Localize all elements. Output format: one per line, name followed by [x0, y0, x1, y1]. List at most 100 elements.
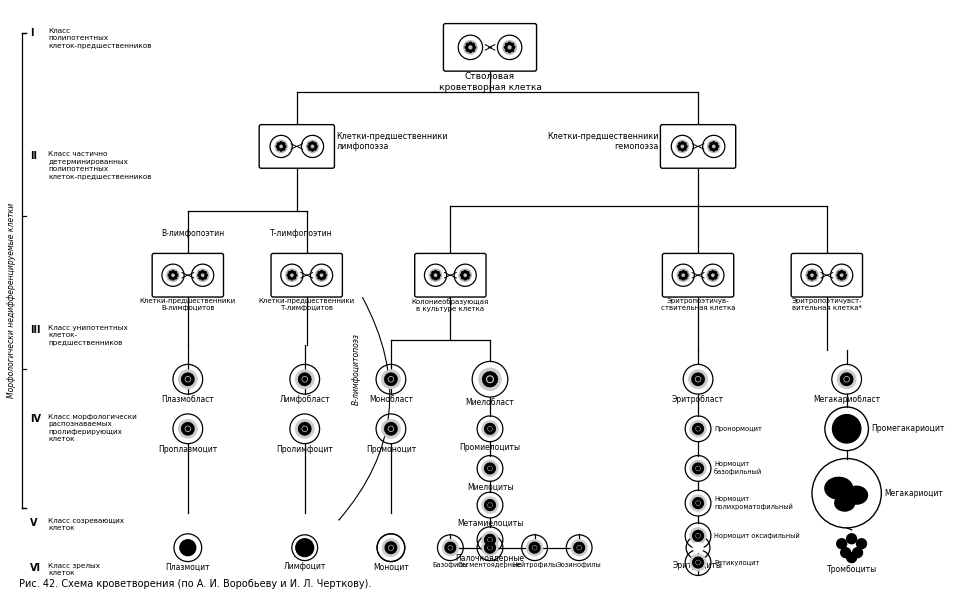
- Circle shape: [693, 430, 695, 431]
- Circle shape: [388, 383, 390, 385]
- Circle shape: [486, 372, 489, 375]
- Circle shape: [681, 149, 683, 151]
- Circle shape: [487, 551, 489, 553]
- Text: В-лимфопоэтин: В-лимфопоэтин: [161, 229, 224, 238]
- Circle shape: [197, 269, 209, 281]
- Text: Лимфоцит: Лимфоцит: [283, 562, 326, 571]
- Text: Пролимфоцит: Пролимфоцит: [276, 445, 333, 454]
- Text: Монобласт: Монобласт: [368, 395, 413, 404]
- Circle shape: [857, 539, 866, 548]
- Circle shape: [701, 563, 703, 565]
- Circle shape: [388, 423, 390, 425]
- Ellipse shape: [835, 495, 855, 511]
- Circle shape: [486, 464, 488, 466]
- Circle shape: [693, 382, 696, 384]
- Circle shape: [385, 547, 387, 549]
- Circle shape: [190, 424, 193, 427]
- Circle shape: [844, 274, 847, 277]
- Circle shape: [701, 536, 703, 539]
- Circle shape: [526, 539, 543, 556]
- Circle shape: [697, 424, 699, 425]
- Circle shape: [693, 428, 695, 430]
- Circle shape: [491, 463, 493, 466]
- Circle shape: [296, 539, 314, 557]
- Circle shape: [172, 278, 174, 280]
- Text: Плазмобласт: Плазмобласт: [162, 395, 215, 404]
- Circle shape: [483, 376, 486, 379]
- Circle shape: [385, 545, 388, 547]
- Circle shape: [489, 543, 491, 545]
- Circle shape: [304, 433, 306, 435]
- Circle shape: [393, 543, 395, 545]
- Circle shape: [487, 543, 489, 545]
- Circle shape: [690, 421, 706, 437]
- Circle shape: [388, 432, 390, 434]
- Circle shape: [841, 376, 843, 379]
- Circle shape: [389, 546, 393, 550]
- Circle shape: [454, 545, 456, 547]
- Circle shape: [493, 539, 496, 541]
- Circle shape: [202, 278, 204, 280]
- Circle shape: [513, 46, 514, 49]
- Text: Класс зрелых
клеток: Класс зрелых клеток: [48, 563, 100, 576]
- Circle shape: [488, 427, 492, 430]
- Circle shape: [529, 548, 531, 550]
- Circle shape: [437, 277, 439, 279]
- Circle shape: [184, 383, 187, 385]
- Circle shape: [700, 431, 703, 433]
- Circle shape: [382, 539, 400, 556]
- Circle shape: [512, 43, 514, 46]
- Circle shape: [693, 536, 695, 539]
- Circle shape: [392, 373, 394, 376]
- Circle shape: [282, 148, 285, 150]
- Circle shape: [535, 551, 537, 553]
- Circle shape: [693, 500, 695, 502]
- Circle shape: [464, 41, 477, 54]
- Text: Нейтрофилы: Нейтрофилы: [512, 562, 558, 568]
- Circle shape: [679, 272, 682, 274]
- Circle shape: [837, 274, 839, 277]
- Circle shape: [492, 507, 494, 509]
- Circle shape: [487, 463, 489, 466]
- Circle shape: [188, 373, 191, 376]
- Circle shape: [448, 551, 450, 553]
- Circle shape: [291, 278, 293, 280]
- Circle shape: [701, 374, 703, 377]
- Text: V: V: [30, 518, 38, 528]
- Circle shape: [393, 431, 396, 434]
- Circle shape: [696, 463, 698, 466]
- Circle shape: [492, 470, 494, 473]
- Circle shape: [841, 548, 851, 557]
- Circle shape: [488, 538, 492, 541]
- Circle shape: [696, 432, 698, 434]
- Circle shape: [302, 373, 304, 376]
- Circle shape: [695, 373, 698, 376]
- Circle shape: [702, 376, 704, 379]
- Circle shape: [838, 370, 856, 388]
- Circle shape: [394, 430, 397, 432]
- Circle shape: [693, 563, 695, 565]
- Text: Плазмоцит: Плазмоцит: [166, 563, 210, 572]
- Text: Стволовая
кроветворная клетка: Стволовая кроветворная клетка: [439, 72, 541, 92]
- Circle shape: [693, 467, 695, 469]
- Circle shape: [299, 378, 301, 380]
- Circle shape: [190, 374, 193, 377]
- Circle shape: [296, 419, 314, 438]
- FancyBboxPatch shape: [152, 253, 223, 297]
- Circle shape: [392, 542, 394, 544]
- Circle shape: [699, 557, 701, 560]
- Circle shape: [849, 374, 852, 377]
- Circle shape: [454, 547, 456, 549]
- Circle shape: [711, 271, 714, 273]
- Circle shape: [702, 467, 704, 469]
- Circle shape: [482, 421, 498, 437]
- Circle shape: [487, 542, 489, 545]
- Circle shape: [576, 551, 578, 553]
- Circle shape: [700, 499, 703, 501]
- Circle shape: [700, 538, 703, 540]
- Circle shape: [450, 551, 452, 553]
- Circle shape: [448, 542, 450, 545]
- Circle shape: [808, 274, 809, 277]
- Circle shape: [535, 542, 537, 545]
- Circle shape: [320, 271, 322, 273]
